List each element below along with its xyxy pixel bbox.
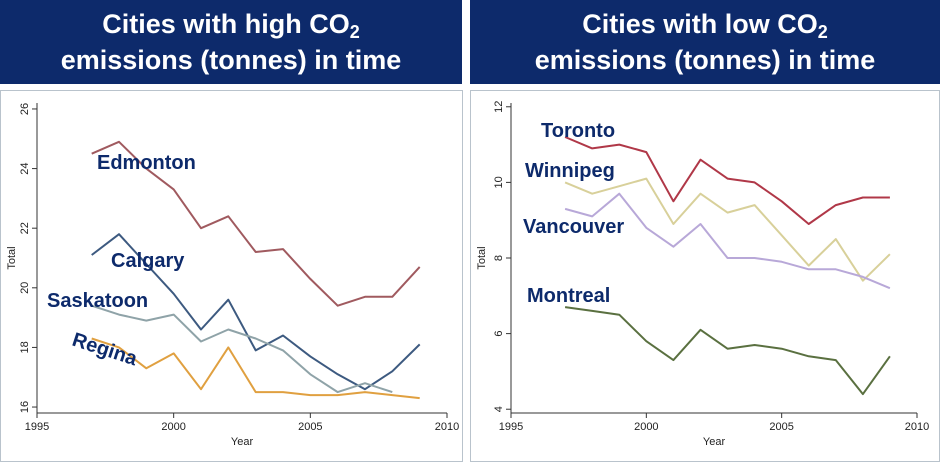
x-tick-label: 2005 (298, 421, 322, 433)
series-line-regina (91, 337, 420, 400)
y-axis-title: Total (476, 246, 488, 269)
series-line-saskatoon (91, 304, 393, 394)
series-line-calgary (91, 233, 421, 391)
banner-high-co2: Cities with high CO2 emissions (tonnes) … (0, 0, 462, 84)
banner-high-line1: Cities with high CO2 (102, 9, 360, 42)
x-tick-label: 2000 (634, 421, 658, 433)
series-line-vancouver (564, 192, 891, 290)
y-tick-label: 24 (19, 162, 31, 174)
y-tick-label: 6 (493, 331, 505, 337)
banner-low-co2: Cities with low CO2 emissions (tonnes) i… (470, 0, 940, 84)
y-tick-label: 26 (19, 103, 31, 115)
banner-high-line2: emissions (tonnes) in time (60, 45, 402, 75)
y-tick-label: 10 (493, 176, 505, 188)
series-line-winnipeg (564, 177, 891, 282)
x-tick-label: 2010 (905, 421, 929, 433)
x-tick-label: 2010 (435, 421, 459, 433)
city-label-regina: Regina (69, 329, 140, 371)
chart-panel-high: 16 18 20 22 24 26 1995 2000 2005 2010 Year Total Edm… (0, 90, 463, 462)
chart-high-co2: 16 18 20 22 24 26 1995 2000 2005 2010 Year Total Edm… (6, 103, 459, 448)
x-axis-title: Year (703, 436, 726, 448)
city-label-montreal: Montreal (527, 285, 610, 307)
city-label-edmonton: Edmonton (97, 152, 196, 174)
y-tick-label: 8 (493, 255, 505, 261)
y-tick-label: 20 (19, 282, 31, 294)
series-line-toronto (564, 136, 890, 225)
chart-panel-low: 4 6 8 10 12 1995 2000 2005 2010 Year Total Toronto W… (470, 90, 940, 462)
series-line-edmonton (91, 140, 421, 307)
x-tick-label: 2005 (769, 421, 793, 433)
x-tick-label: 2000 (161, 421, 185, 433)
y-tick-label: 16 (19, 401, 31, 413)
banner-low-line2: emissions (tonnes) in time (534, 45, 876, 75)
city-label-vancouver: Vancouver (523, 216, 624, 238)
y-tick-label: 18 (19, 341, 31, 353)
y-tick-label: 22 (19, 222, 31, 234)
city-label-saskatoon: Saskatoon (47, 290, 148, 312)
city-label-calgary: Calgary (111, 250, 185, 272)
y-tick-label: 4 (493, 406, 505, 412)
banner-low-line1: Cities with low CO2 (582, 9, 828, 42)
y-tick-label: 12 (493, 101, 505, 113)
chart-low-co2: 4 6 8 10 12 1995 2000 2005 2010 Year Total Toronto W… (476, 101, 929, 448)
y-axis-title: Total (6, 246, 18, 269)
series-line-montreal (564, 306, 891, 396)
city-label-winnipeg: Winnipeg (525, 160, 615, 182)
city-label-toronto: Toronto (541, 120, 615, 142)
x-tick-label: 1995 (499, 421, 523, 433)
x-axis-title: Year (231, 436, 254, 448)
x-tick-label: 1995 (25, 421, 49, 433)
